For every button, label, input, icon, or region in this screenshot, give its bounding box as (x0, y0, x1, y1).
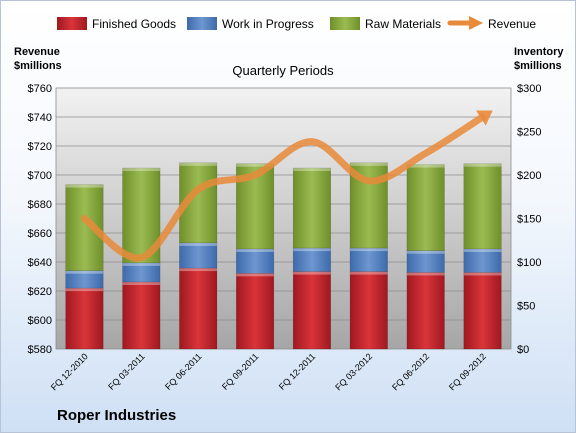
bar-raw-materials-cap (463, 163, 502, 167)
bar-raw-materials (463, 163, 502, 250)
bar-finished-goods-cap (179, 268, 217, 272)
bar-finished-goods (122, 281, 161, 350)
bar-finished-goods (406, 272, 445, 350)
bar-finished-goods-cap (236, 273, 274, 277)
bar-finished-goods (65, 287, 104, 350)
left-axis-title-line2: $millions (14, 60, 62, 72)
right-axis-tick-label: $0 (517, 344, 529, 356)
left-axis-title-line1: Revenue (14, 46, 60, 58)
revenue-line-layer (80, 110, 493, 262)
legend-label-work-in-progress: Work in Progress (222, 17, 314, 31)
left-axis-tick-label: $740 (28, 112, 52, 124)
bar-raw-materials (292, 167, 331, 249)
x-axis-tick-label: FQ 06-2011 (163, 351, 204, 392)
legend-swatch-work-in-progress (187, 17, 217, 30)
bar-work-in-progress (406, 250, 445, 273)
right-axis-tick-label: $100 (517, 257, 541, 269)
bar-finished-goods-cap (65, 288, 104, 292)
bar-finished-goods (179, 267, 218, 350)
left-axis-tick-label: $640 (28, 257, 52, 269)
right-axis-tick-label: $300 (517, 83, 541, 95)
bar-finished-goods (463, 272, 502, 350)
bar-finished-goods-cap (122, 282, 161, 286)
x-axis-tick-label: FQ 12-2010 (49, 351, 90, 392)
bar-finished-goods (292, 271, 331, 350)
bar-work-in-progress (292, 247, 331, 272)
bar-work-in-progress-cap (406, 250, 445, 254)
bar-raw-materials (406, 164, 445, 251)
left-axis-tick-label: $760 (28, 83, 52, 95)
left-axis-tick-label: $700 (28, 170, 52, 182)
x-axis-tick-label: FQ 06-2012 (390, 351, 431, 392)
left-axis-ticks: $580 $600 $620 $640 $660 $680 $700 $720 $740 $760 (28, 83, 52, 356)
bar-work-in-progress (179, 242, 218, 269)
left-axis-tick-label: $660 (28, 228, 52, 240)
bar-raw-materials-cap (122, 168, 161, 172)
bar-work-in-progress (236, 248, 275, 274)
bar-raw-materials-cap (236, 163, 274, 167)
left-axis-tick-label: $600 (28, 315, 52, 327)
bar-raw-materials-cap (179, 162, 217, 166)
x-axis-tick-label: FQ 03-2012 (333, 351, 374, 392)
left-axis-tick-label: $720 (28, 141, 52, 153)
bar-work-in-progress-cap (122, 262, 161, 266)
bar-work-in-progress-cap (236, 248, 274, 252)
right-axis-title-line2: $millions (514, 60, 562, 72)
left-axis-tick-label: $680 (28, 199, 52, 211)
bar-finished-goods-cap (293, 271, 331, 275)
bar-raw-materials-cap (406, 164, 445, 168)
right-axis-tick-label: $50 (517, 301, 535, 313)
x-axis-ticks: FQ 12-2010 FQ 03-2011 FQ 06-2011 FQ 09-2011… (49, 351, 488, 392)
revenue-arrowhead (476, 110, 493, 126)
bar-finished-goods (349, 271, 388, 350)
bar-finished-goods-cap (406, 272, 445, 276)
x-axis-tick-label: FQ 09-2012 (447, 351, 488, 392)
bar-finished-goods (236, 273, 275, 350)
legend-arrowhead-revenue (469, 16, 483, 30)
legend-label-finished-goods: Finished Goods (92, 17, 176, 31)
left-axis-tick-label: $580 (28, 344, 52, 356)
x-axis-tick-label: FQ 09-2011 (220, 351, 261, 392)
right-axis-title-line1: Inventory (514, 46, 564, 58)
bar-finished-goods-cap (463, 272, 502, 276)
left-axis-tick-label: $620 (28, 286, 52, 298)
bar-raw-materials-cap (350, 162, 388, 166)
chart-subtitle: Quarterly Periods (232, 63, 334, 78)
right-axis-tick-label: $250 (517, 127, 541, 139)
legend-swatch-raw-materials (330, 17, 360, 30)
bar-raw-materials-cap (293, 168, 331, 172)
bar-work-in-progress-cap (350, 248, 388, 252)
bar-work-in-progress (463, 248, 502, 273)
right-axis-ticks: $0 $50 $100 $150 $200 $250 $300 (517, 83, 541, 356)
x-axis-tick-label: FQ 12-2011 (277, 351, 318, 392)
right-axis-tick-label: $150 (517, 214, 541, 226)
bar-work-in-progress (349, 247, 388, 272)
x-axis-tick-label: FQ 03-2011 (106, 351, 147, 392)
bar-work-in-progress-cap (65, 270, 104, 274)
legend-label-revenue: Revenue (488, 17, 536, 31)
legend-label-raw-materials: Raw Materials (365, 17, 441, 31)
revenue-line (80, 113, 487, 262)
legend: Finished Goods Work in Progress Raw Mate… (57, 16, 536, 31)
right-axis-tick-label: $200 (517, 170, 541, 182)
bar-raw-materials-cap (65, 184, 104, 188)
company-name: Roper Industries (57, 407, 176, 424)
bar-work-in-progress-cap (463, 248, 502, 252)
bar-work-in-progress-cap (293, 248, 331, 252)
legend-swatch-finished-goods (57, 17, 87, 30)
bar-work-in-progress-cap (179, 242, 217, 246)
bar-finished-goods-cap (350, 271, 388, 275)
